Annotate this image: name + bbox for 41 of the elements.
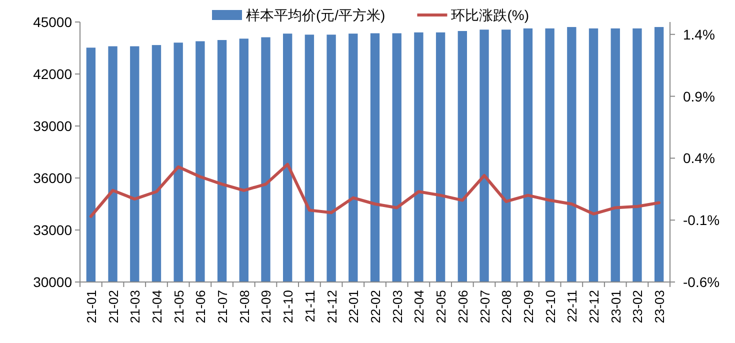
y-tick-label: 45000 bbox=[33, 14, 72, 30]
x-tick-label: 22-06 bbox=[455, 290, 470, 324]
y-tick-label: 30000 bbox=[33, 274, 72, 290]
y-tick-label: 39000 bbox=[33, 118, 72, 134]
x-tick-label: 22-12 bbox=[586, 290, 602, 324]
y2-tick-label: -0.6% bbox=[683, 274, 720, 290]
x-tick-label: 22-05 bbox=[434, 290, 449, 324]
x-tick-label: 21-02 bbox=[106, 290, 121, 324]
x-tick-label: 23-01 bbox=[608, 290, 624, 324]
line-series bbox=[89, 162, 661, 218]
y2-tick-label: 1.4% bbox=[683, 26, 715, 42]
x-tick-label: 21-06 bbox=[193, 290, 208, 324]
x-tick-label: 22-03 bbox=[390, 290, 405, 324]
y-tick-label: 33000 bbox=[33, 222, 72, 238]
x-tick-label: 21-12 bbox=[324, 290, 340, 324]
x-tick-label: 21-04 bbox=[149, 290, 164, 324]
x-tick-label: 22-11 bbox=[564, 290, 580, 322]
legend-label: 样本平均价(元/平方米) bbox=[246, 7, 386, 23]
x-tick-label: 22-09 bbox=[520, 290, 536, 324]
y2-tick-label: -0.1% bbox=[683, 212, 720, 228]
x-tick-label: 22-08 bbox=[499, 290, 514, 324]
x-tick-label: 22-04 bbox=[412, 290, 427, 324]
x-tick-label: 21-03 bbox=[128, 290, 143, 324]
x-tick-label: 21-10 bbox=[280, 290, 296, 324]
x-tick-label: 21-01 bbox=[84, 290, 99, 324]
x-tick-label: 21-05 bbox=[171, 290, 186, 324]
x-tick-label: 22-07 bbox=[477, 290, 492, 324]
x-tick-label: 21-11 bbox=[302, 290, 318, 322]
y2-tick-label: 0.9% bbox=[683, 88, 715, 104]
x-tick-label: 21-07 bbox=[215, 290, 230, 324]
x-tick-label: 23-02 bbox=[630, 290, 646, 324]
x-tick-label: 23-03 bbox=[652, 290, 668, 324]
y-tick-label: 36000 bbox=[33, 170, 72, 186]
y-tick-label: 42000 bbox=[33, 66, 72, 82]
x-tick-label: 21-08 bbox=[236, 290, 252, 324]
x-tick-label: 22-01 bbox=[346, 290, 362, 324]
x-tick-label: 22-02 bbox=[368, 290, 383, 324]
x-tick-label: 21-09 bbox=[258, 290, 274, 324]
x-tick-label: 22-10 bbox=[542, 290, 558, 324]
y2-tick-label: 0.4% bbox=[683, 150, 715, 166]
legend-label: 环比涨跌(%) bbox=[451, 7, 529, 23]
